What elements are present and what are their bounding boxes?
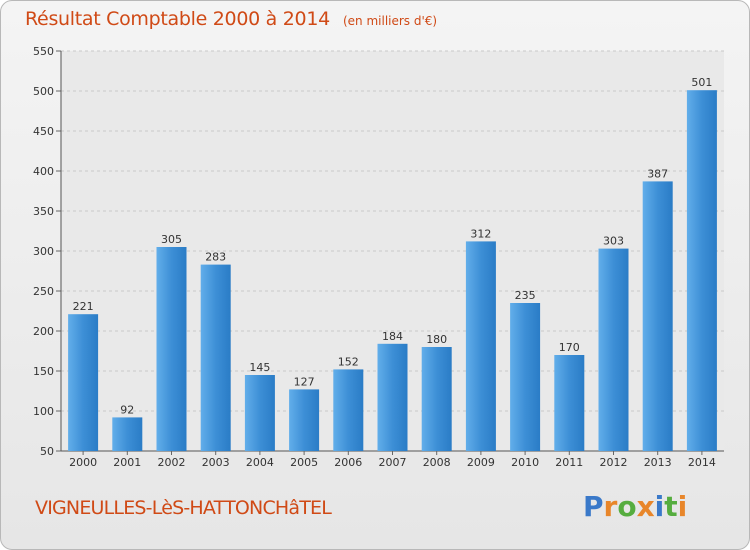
value-label-2012: 303 xyxy=(603,235,624,248)
y-tick-label-350: 350 xyxy=(33,205,54,218)
logo-letter-p: P xyxy=(583,490,604,523)
y-tick-label-50: 50 xyxy=(40,445,54,458)
value-label-2013: 387 xyxy=(647,167,668,180)
value-label-2002: 305 xyxy=(161,233,182,246)
x-tick-label-2003: 2003 xyxy=(202,456,230,469)
x-tick-label-2001: 2001 xyxy=(113,456,141,469)
x-tick-label-2002: 2002 xyxy=(158,456,186,469)
y-tick-label-300: 300 xyxy=(33,245,54,258)
y-tick-label-550: 550 xyxy=(33,45,54,58)
bar-2011 xyxy=(554,355,585,451)
bar-2005 xyxy=(289,389,320,451)
x-tick-label-2013: 2013 xyxy=(644,456,672,469)
x-tick-label-2007: 2007 xyxy=(379,456,407,469)
proxiti-logo: Proxiti xyxy=(583,490,687,523)
value-label-2005: 127 xyxy=(294,375,315,388)
bar-2014 xyxy=(686,90,717,451)
y-tick-label-450: 450 xyxy=(33,125,54,138)
bar-2004 xyxy=(244,375,275,451)
y-tick-label-150: 150 xyxy=(33,365,54,378)
bar-2000 xyxy=(68,314,99,451)
x-tick-label-2009: 2009 xyxy=(467,456,495,469)
x-tick-label-2012: 2012 xyxy=(600,456,628,469)
bar-2010 xyxy=(510,303,541,451)
y-tick-label-100: 100 xyxy=(33,405,54,418)
bar-2003 xyxy=(200,264,231,451)
value-label-2007: 184 xyxy=(382,330,403,343)
chart-header: Résultat Comptable 2000 à 2014 (en milli… xyxy=(25,8,437,30)
y-tick-label-500: 500 xyxy=(33,85,54,98)
value-label-2011: 170 xyxy=(559,341,580,354)
bar-2013 xyxy=(642,181,673,451)
x-tick-label-2011: 2011 xyxy=(555,456,583,469)
bar-2002 xyxy=(156,247,187,451)
commune-name: VIGNEULLES-LèS-HATTONCHâTEL xyxy=(35,497,332,519)
logo-letter-t: t xyxy=(664,490,678,523)
logo-letter-o: o xyxy=(617,490,637,523)
logo-letter-i: i xyxy=(654,490,665,523)
bar-2006 xyxy=(333,369,364,451)
chart-subtitle: (en milliers d'€) xyxy=(342,14,438,28)
value-label-2003: 283 xyxy=(205,251,226,264)
x-tick-label-2000: 2000 xyxy=(69,456,97,469)
bar-2001 xyxy=(112,417,143,451)
x-tick-label-2010: 2010 xyxy=(511,456,539,469)
x-tick-label-2014: 2014 xyxy=(688,456,716,469)
bar-2007 xyxy=(377,343,408,451)
logo-letter-x: x xyxy=(636,490,655,523)
y-tick-label-200: 200 xyxy=(33,325,54,338)
bar-2008 xyxy=(421,347,452,451)
chart-title: Résultat Comptable 2000 à 2014 xyxy=(25,8,330,30)
value-label-2009: 312 xyxy=(470,227,491,240)
y-tick-label-400: 400 xyxy=(33,165,54,178)
x-tick-label-2004: 2004 xyxy=(246,456,274,469)
value-label-2014: 501 xyxy=(691,76,712,89)
x-tick-label-2008: 2008 xyxy=(423,456,451,469)
value-label-2001: 92 xyxy=(120,403,134,416)
x-tick-label-2006: 2006 xyxy=(334,456,362,469)
bar-2009 xyxy=(465,241,496,451)
bar-2012 xyxy=(598,248,629,451)
value-label-2004: 145 xyxy=(249,361,270,374)
logo-letter-r: r xyxy=(603,490,618,523)
x-tick-label-2005: 2005 xyxy=(290,456,318,469)
value-label-2008: 180 xyxy=(426,333,447,346)
value-label-2000: 221 xyxy=(73,300,94,313)
value-label-2010: 235 xyxy=(515,289,536,302)
value-label-2006: 152 xyxy=(338,355,359,368)
logo-letter-i2: i xyxy=(677,490,688,523)
y-tick-label-250: 250 xyxy=(33,285,54,298)
